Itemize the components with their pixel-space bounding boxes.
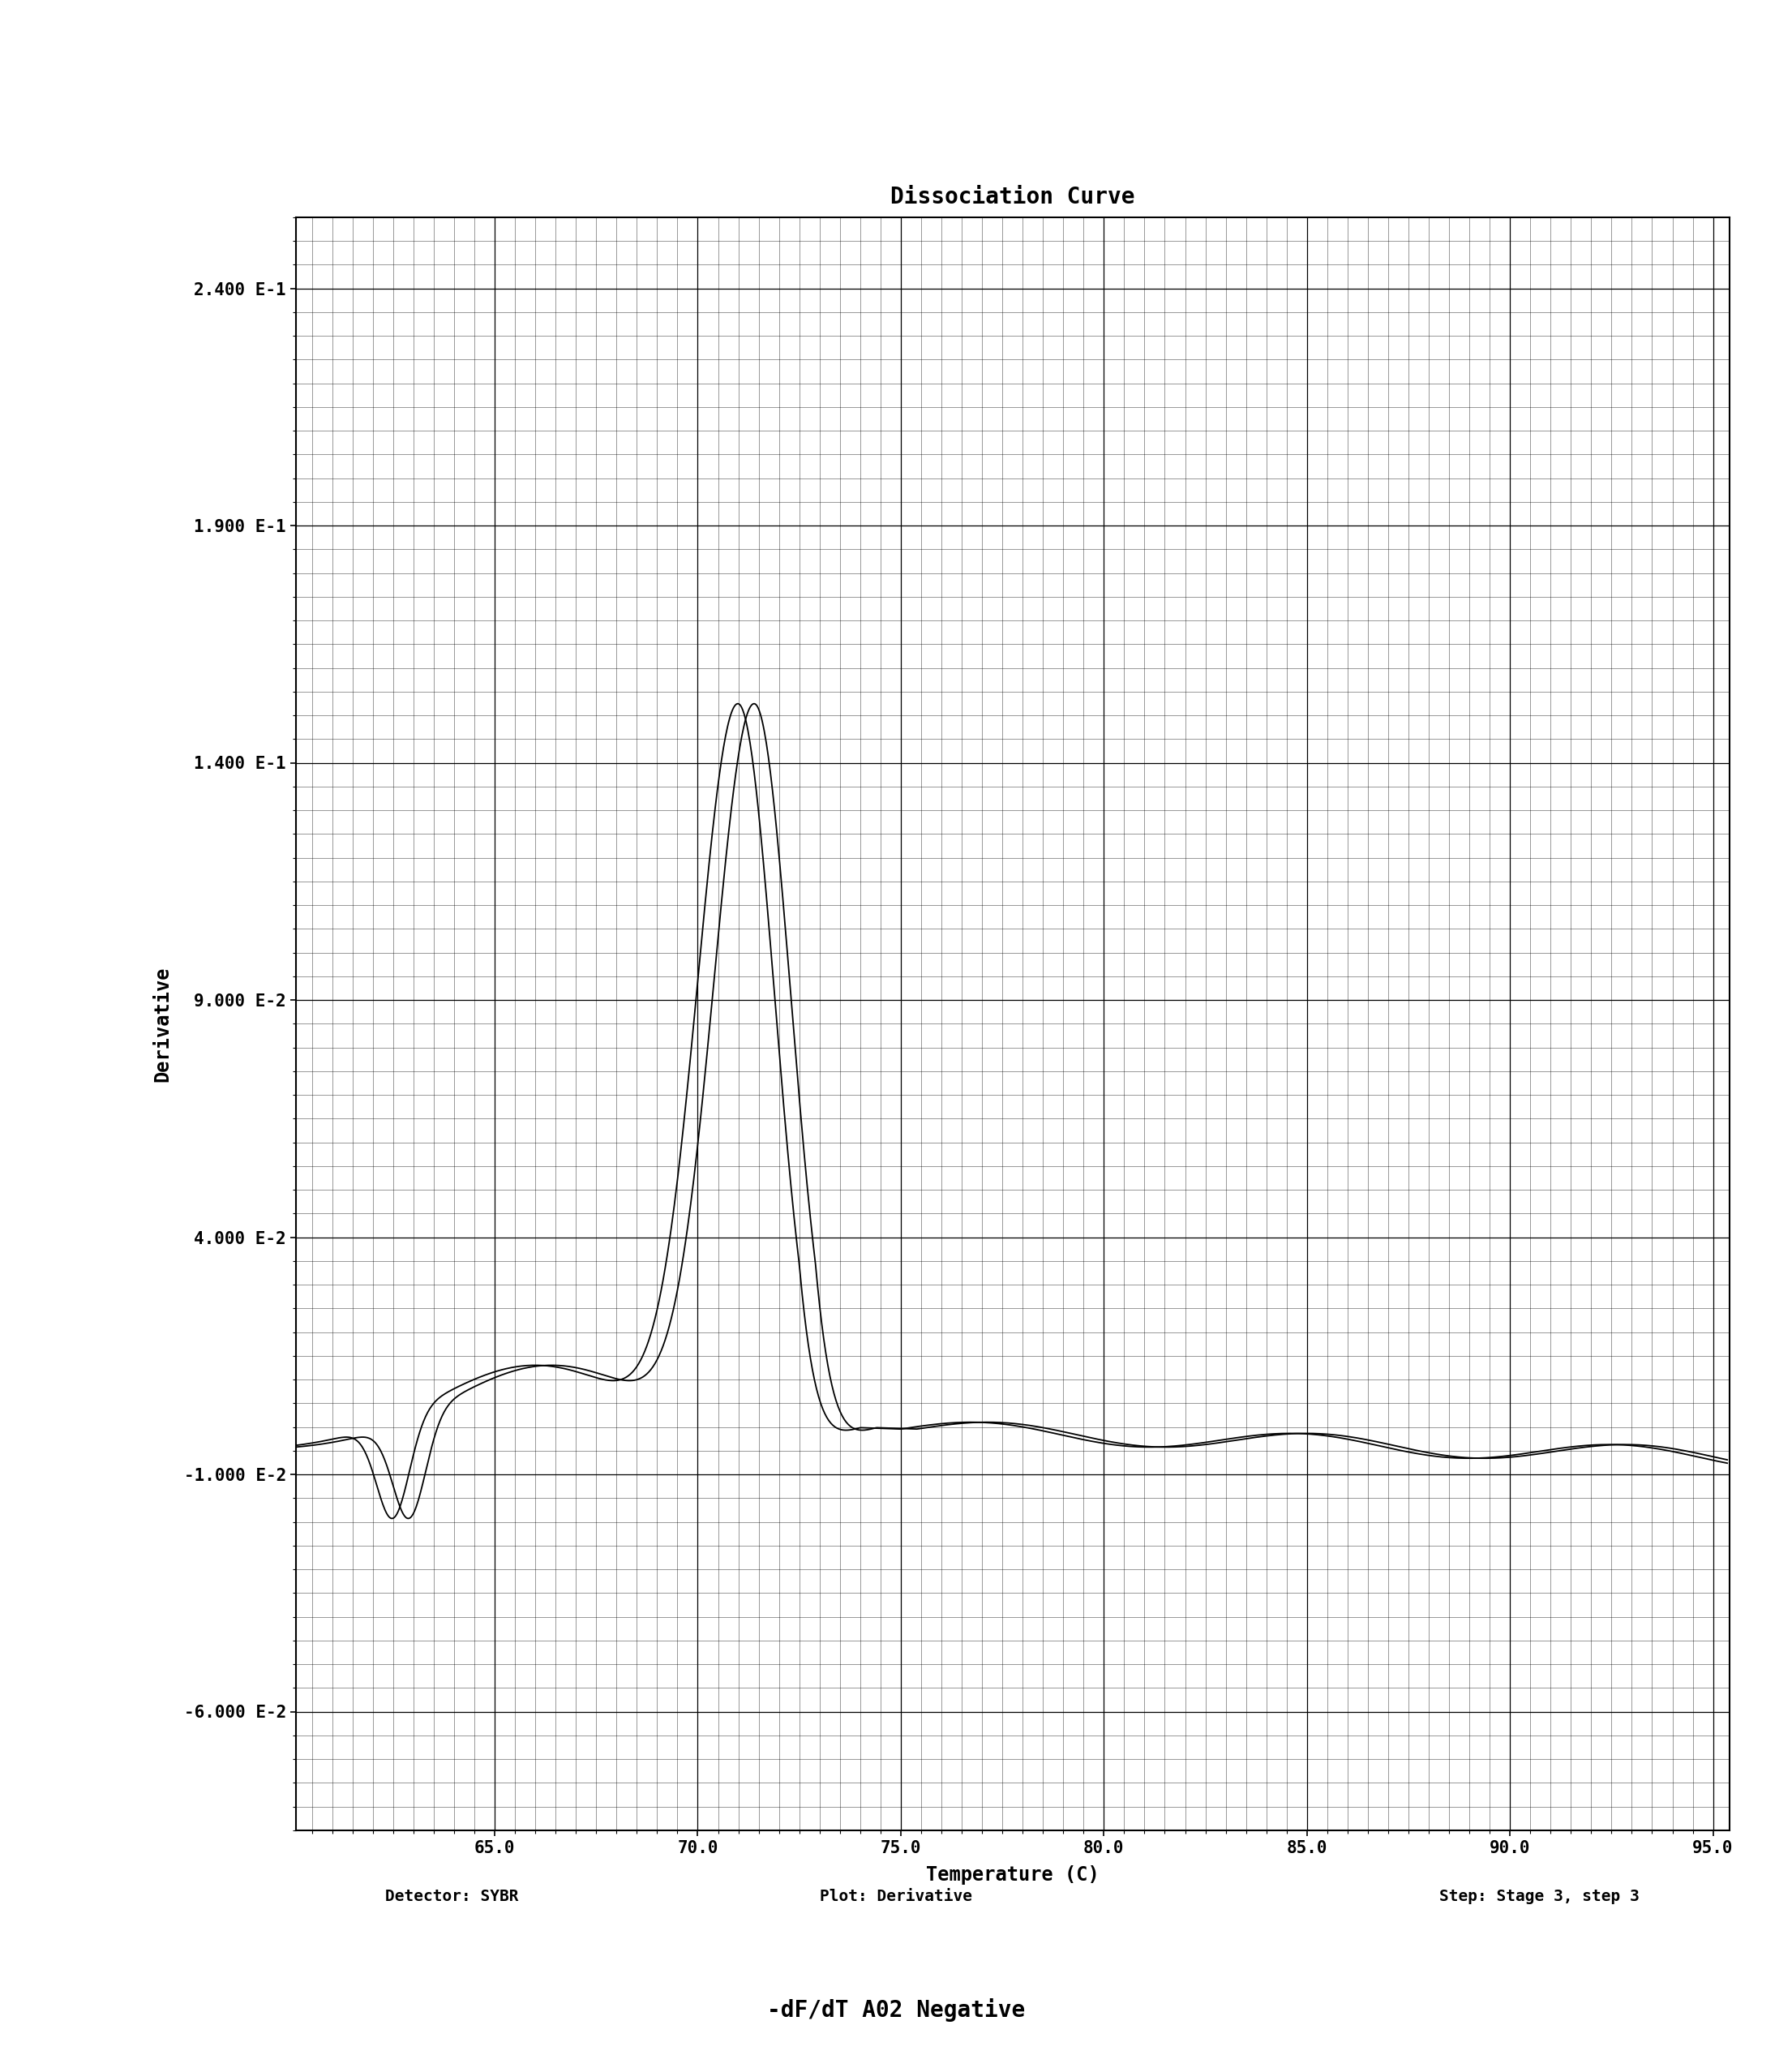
X-axis label: Temperature (C): Temperature (C)	[926, 1865, 1098, 1884]
Text: -dF/dT A02 Negative: -dF/dT A02 Negative	[767, 1998, 1025, 2023]
Text: Plot: Derivative: Plot: Derivative	[819, 1888, 973, 1905]
Y-axis label: Derivative: Derivative	[152, 966, 172, 1082]
Title: Dissociation Curve: Dissociation Curve	[891, 186, 1134, 209]
Text: Step: Stage 3, step 3: Step: Stage 3, step 3	[1439, 1888, 1640, 1905]
Text: Detector: SYBR: Detector: SYBR	[385, 1888, 518, 1905]
